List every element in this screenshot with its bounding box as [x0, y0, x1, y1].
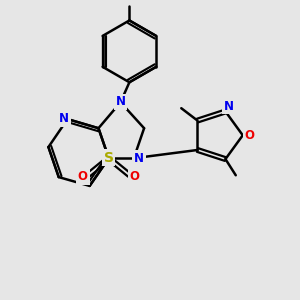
Text: N: N [224, 100, 233, 113]
Text: N: N [116, 95, 126, 108]
Text: O: O [244, 129, 254, 142]
Text: N: N [134, 152, 144, 165]
Text: N: N [59, 112, 69, 125]
Text: O: O [130, 170, 140, 183]
Text: S: S [104, 151, 114, 165]
Text: O: O [78, 170, 88, 183]
